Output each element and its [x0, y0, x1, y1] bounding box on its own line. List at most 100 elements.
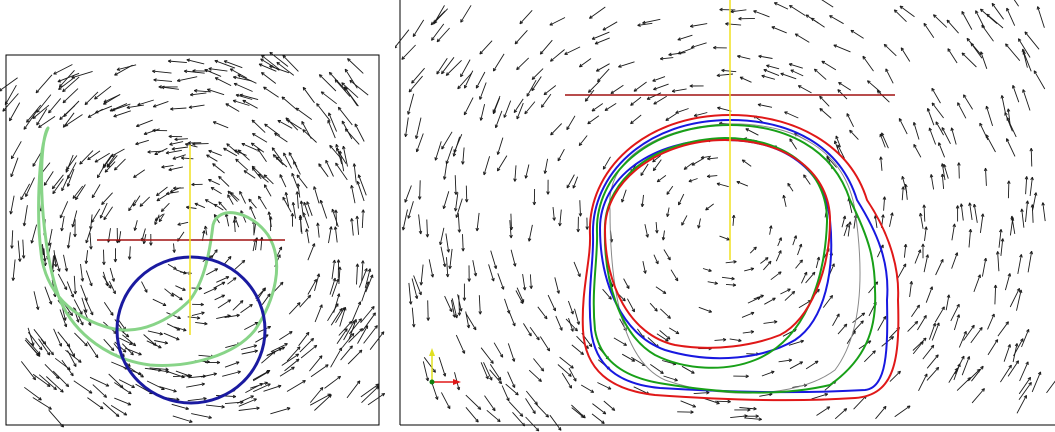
velocity-arrow: [292, 202, 297, 219]
velocity-arrowhead: [788, 62, 793, 67]
velocity-arrowhead: [189, 92, 194, 97]
velocity-arrowhead: [1023, 395, 1027, 399]
velocity-arrow: [12, 259, 16, 281]
velocity-arrowhead: [227, 190, 232, 195]
velocity-arrow: [815, 256, 820, 269]
velocity-arrow: [53, 328, 62, 347]
velocity-arrow: [361, 385, 380, 404]
velocity-arrow: [65, 154, 74, 173]
velocity-arrow: [792, 235, 797, 246]
velocity-arrowhead: [574, 327, 578, 332]
velocity-arrow: [790, 69, 804, 77]
velocity-arrowhead: [457, 229, 462, 233]
velocity-arrowhead: [994, 339, 999, 343]
velocity-arrowhead: [48, 109, 52, 114]
velocity-arrow: [985, 105, 994, 127]
velocity-arrow: [691, 42, 707, 48]
velocity-arrowhead: [550, 131, 554, 136]
velocity-arrow: [889, 212, 893, 227]
velocity-arrowhead: [233, 82, 238, 87]
velocity-arrow: [1027, 251, 1033, 273]
velocity-arrow: [36, 108, 48, 126]
velocity-arrowhead: [248, 198, 252, 203]
velocity-arrow: [299, 216, 303, 234]
velocity-arrowhead: [210, 186, 215, 191]
velocity-arrow: [568, 317, 574, 332]
velocity-arrow: [480, 362, 489, 380]
velocity-arrow: [54, 254, 61, 272]
velocity-arrowhead: [924, 226, 928, 230]
velocity-arrow: [903, 244, 907, 258]
velocity-arrow: [561, 372, 572, 389]
velocity-arrow: [693, 392, 710, 395]
velocity-arrowhead: [797, 85, 802, 89]
velocity-arrow: [166, 191, 179, 195]
velocity-arrowhead: [313, 186, 317, 190]
velocity-arrowhead: [288, 152, 293, 156]
velocity-arrow: [707, 175, 718, 177]
velocity-arrowhead: [110, 347, 115, 352]
velocity-arrow: [633, 81, 647, 92]
velocity-arrowhead: [50, 351, 54, 356]
velocity-arrow: [1029, 177, 1033, 197]
velocity-arrowhead: [213, 372, 217, 376]
velocity-arrowhead: [862, 55, 866, 60]
velocity-arrowhead: [310, 337, 315, 342]
velocity-arrowhead: [1025, 200, 1030, 204]
velocity-arrowhead: [492, 109, 497, 113]
velocity-arrowhead: [576, 321, 581, 325]
velocity-arrow: [356, 181, 365, 202]
velocity-arrowhead: [232, 75, 237, 80]
velocity-arrowhead: [262, 287, 266, 292]
velocity-arrowhead: [272, 154, 277, 158]
velocity-arrow: [411, 307, 415, 328]
velocity-arrowhead: [578, 142, 583, 147]
velocity-arrow: [819, 108, 832, 119]
velocity-arrow: [721, 276, 735, 280]
velocity-arrowhead: [251, 167, 256, 171]
velocity-arrowhead: [38, 396, 42, 401]
velocity-arrowhead: [278, 246, 283, 251]
velocity-arrowhead: [60, 227, 64, 232]
velocity-arrow: [837, 144, 845, 159]
velocity-arrowhead: [1007, 344, 1011, 348]
velocity-arrowhead: [531, 87, 535, 92]
velocity-arrow: [309, 355, 323, 372]
velocity-arrowhead: [529, 285, 533, 289]
velocity-arrow: [361, 281, 369, 302]
velocity-arrow: [266, 346, 285, 356]
velocity-arrowhead: [52, 190, 56, 195]
velocity-arrow: [821, 60, 837, 71]
velocity-arrow: [938, 142, 946, 158]
velocity-arrowhead: [202, 374, 207, 378]
velocity-arrowhead: [645, 234, 649, 238]
velocity-arrowhead: [900, 47, 905, 51]
velocity-arrow: [33, 291, 39, 310]
velocity-arrowhead: [313, 344, 318, 349]
velocity-arrow: [67, 162, 77, 179]
velocity-arrow: [811, 393, 828, 400]
velocity-arrowhead: [201, 311, 205, 315]
velocity-arrowhead: [716, 401, 720, 405]
triad-x-arrowhead: [453, 379, 461, 385]
velocity-arrowhead: [758, 417, 762, 421]
velocity-arrowhead: [671, 89, 676, 93]
velocity-arrow: [328, 71, 346, 91]
velocity-arrow: [640, 163, 649, 176]
velocity-arrow: [66, 281, 74, 298]
velocity-arrow: [156, 193, 169, 202]
velocity-arrow: [348, 328, 363, 343]
velocity-arrow: [805, 360, 819, 370]
velocity-arrowhead: [232, 394, 237, 399]
velocity-arrowhead: [983, 167, 988, 172]
velocity-arrow: [261, 293, 271, 305]
velocity-arrow: [834, 140, 841, 155]
velocity-arrow: [863, 350, 876, 363]
velocity-arrowhead: [91, 194, 96, 199]
velocity-arrow: [631, 356, 646, 366]
velocity-arrowhead: [113, 113, 117, 118]
velocity-arrowhead: [1036, 6, 1041, 10]
velocity-arrowhead: [739, 76, 744, 80]
velocity-arrow: [63, 100, 80, 117]
velocity-arrowhead: [191, 182, 195, 187]
